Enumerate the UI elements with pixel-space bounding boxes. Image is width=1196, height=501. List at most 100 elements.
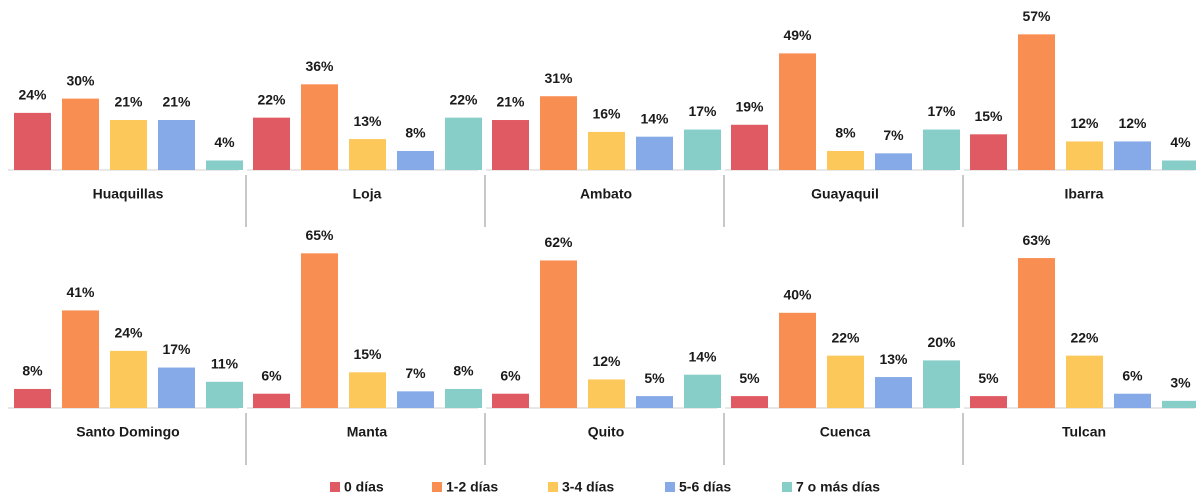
bar bbox=[1114, 141, 1151, 170]
value-label: 6% bbox=[500, 367, 521, 383]
value-label: 8% bbox=[835, 125, 856, 141]
value-label: 6% bbox=[261, 367, 282, 383]
bar bbox=[875, 153, 912, 170]
legend-swatch bbox=[330, 482, 340, 492]
panel-label: Ambato bbox=[580, 186, 632, 202]
panel-label: Cuenca bbox=[820, 424, 871, 440]
value-label: 14% bbox=[640, 110, 669, 126]
panel-label: Quito bbox=[588, 424, 625, 440]
value-label: 49% bbox=[783, 27, 812, 43]
value-label: 15% bbox=[353, 346, 382, 362]
value-label: 16% bbox=[592, 106, 621, 122]
bar bbox=[636, 396, 673, 408]
legend-swatch bbox=[548, 482, 558, 492]
bar bbox=[253, 393, 290, 408]
bar bbox=[1066, 355, 1103, 408]
bar bbox=[1018, 34, 1055, 171]
bar bbox=[14, 112, 51, 170]
value-label: 8% bbox=[405, 125, 426, 141]
value-label: 12% bbox=[1070, 115, 1099, 131]
value-label: 17% bbox=[688, 103, 717, 119]
legend-swatch bbox=[432, 482, 442, 492]
bar bbox=[110, 120, 147, 170]
legend-label: 3-4 días bbox=[562, 479, 614, 495]
value-label: 24% bbox=[114, 325, 143, 341]
bar bbox=[445, 117, 482, 170]
bar bbox=[540, 260, 577, 408]
bar bbox=[397, 150, 434, 170]
value-label: 21% bbox=[496, 94, 525, 110]
bar bbox=[492, 393, 529, 408]
value-label: 5% bbox=[978, 370, 999, 386]
bar bbox=[684, 374, 721, 408]
bar bbox=[636, 136, 673, 170]
value-label: 4% bbox=[214, 134, 235, 150]
value-label: 24% bbox=[18, 87, 47, 103]
value-label: 17% bbox=[927, 103, 956, 119]
panel-label: Guayaquil bbox=[811, 186, 879, 202]
bar bbox=[301, 253, 338, 408]
panel-label: Ibarra bbox=[1065, 186, 1104, 202]
value-label: 4% bbox=[1170, 134, 1191, 150]
bar bbox=[731, 124, 768, 170]
panel-label: Huaquillas bbox=[93, 186, 164, 202]
panel-label: Santo Domingo bbox=[76, 424, 179, 440]
value-label: 5% bbox=[739, 370, 760, 386]
value-label: 21% bbox=[162, 94, 191, 110]
value-label: 6% bbox=[1122, 367, 1143, 383]
bar bbox=[923, 129, 960, 170]
bar bbox=[158, 120, 195, 170]
bar bbox=[970, 134, 1007, 170]
bar bbox=[253, 117, 290, 170]
bar bbox=[1114, 393, 1151, 408]
bar bbox=[875, 377, 912, 408]
value-label: 62% bbox=[544, 234, 573, 250]
legend-label: 0 días bbox=[344, 479, 384, 495]
value-label: 41% bbox=[66, 284, 95, 300]
bar bbox=[1018, 258, 1055, 408]
bar bbox=[1162, 160, 1196, 170]
legend-swatch bbox=[782, 482, 792, 492]
value-label: 22% bbox=[831, 329, 860, 345]
bar bbox=[492, 120, 529, 170]
value-label: 11% bbox=[211, 356, 239, 372]
value-label: 8% bbox=[22, 363, 43, 379]
value-label: 22% bbox=[257, 91, 286, 107]
bar bbox=[731, 396, 768, 408]
bar bbox=[206, 381, 243, 408]
value-label: 7% bbox=[883, 127, 904, 143]
bar bbox=[1066, 141, 1103, 170]
value-label: 36% bbox=[305, 58, 334, 74]
bar bbox=[970, 396, 1007, 408]
value-label: 20% bbox=[927, 334, 956, 350]
panel-label: Tulcan bbox=[1062, 424, 1106, 440]
bar bbox=[540, 96, 577, 170]
value-label: 14% bbox=[688, 348, 717, 364]
value-label: 19% bbox=[735, 98, 764, 114]
bar bbox=[923, 360, 960, 408]
value-label: 13% bbox=[353, 113, 382, 129]
bar bbox=[349, 139, 386, 170]
value-label: 13% bbox=[879, 351, 908, 367]
value-label: 40% bbox=[783, 287, 812, 303]
bar bbox=[779, 312, 816, 408]
bar bbox=[397, 391, 434, 408]
bar bbox=[827, 355, 864, 408]
value-label: 8% bbox=[453, 363, 474, 379]
bar bbox=[158, 367, 195, 408]
value-label: 12% bbox=[1118, 115, 1147, 131]
value-label: 65% bbox=[305, 227, 334, 243]
bar bbox=[445, 388, 482, 408]
value-label: 17% bbox=[162, 341, 191, 357]
value-label: 3% bbox=[1170, 375, 1191, 391]
value-label: 5% bbox=[644, 370, 665, 386]
value-label: 31% bbox=[544, 70, 573, 86]
bar bbox=[62, 98, 99, 170]
bar bbox=[110, 350, 147, 408]
value-label: 22% bbox=[449, 91, 478, 107]
bar bbox=[206, 160, 243, 170]
bar bbox=[684, 129, 721, 170]
value-label: 12% bbox=[592, 353, 621, 369]
bar bbox=[827, 150, 864, 170]
value-label: 30% bbox=[66, 72, 95, 88]
